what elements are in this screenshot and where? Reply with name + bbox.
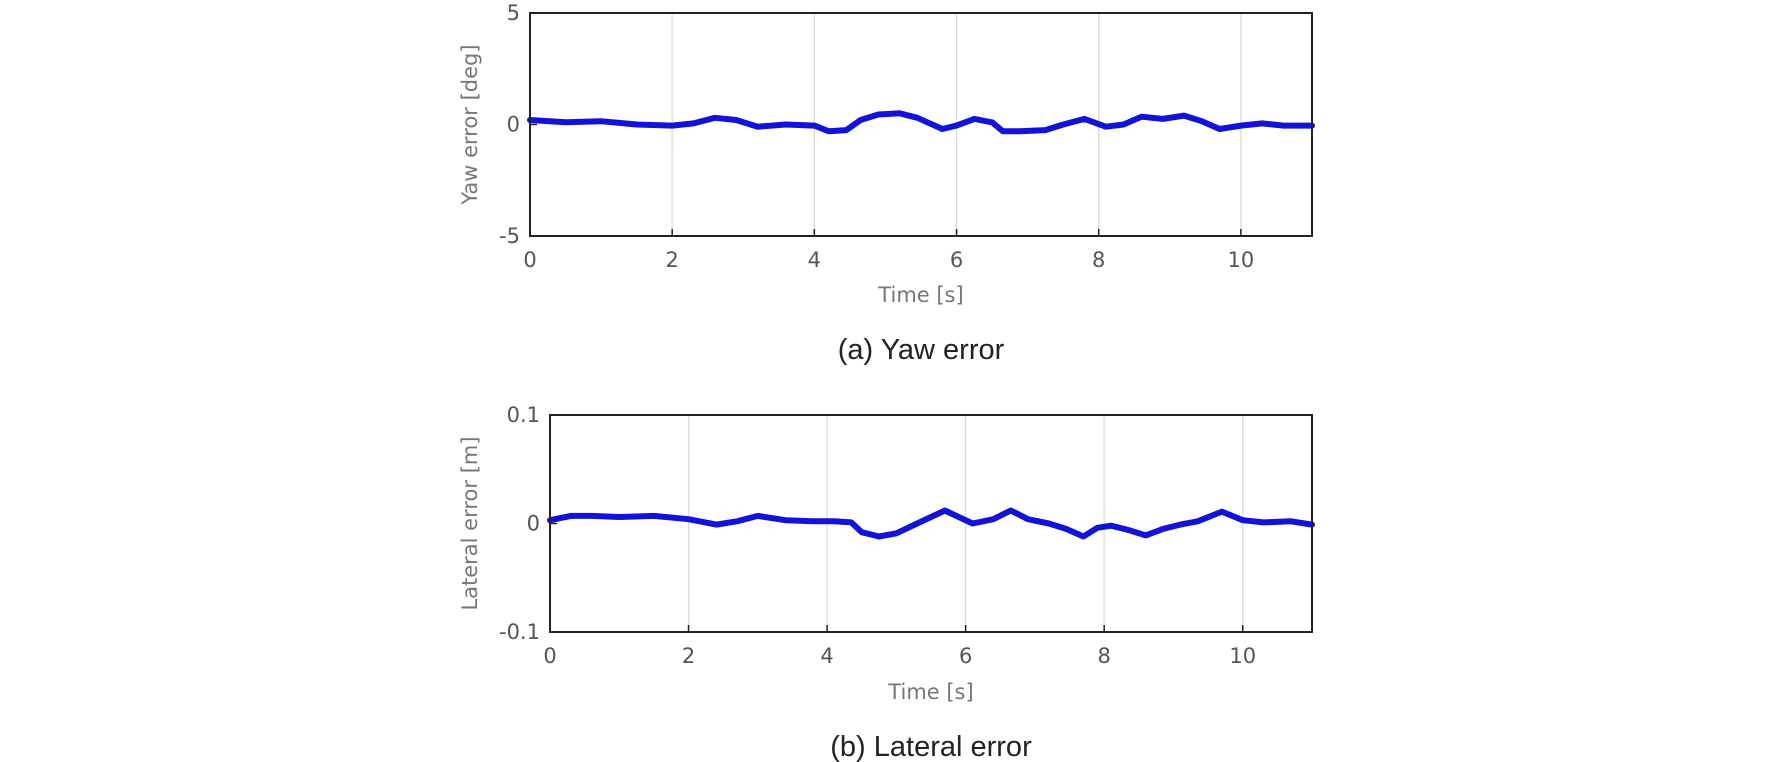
lateral-x-ticks: 0 2 4 6 8 10 bbox=[543, 625, 1256, 668]
yaw-x-tick-label: 8 bbox=[1092, 248, 1105, 272]
yaw-x-tick-label: 2 bbox=[665, 248, 678, 272]
lateral-y-tick-label: -0.1 bbox=[499, 620, 540, 644]
lateral-grid bbox=[687, 415, 1244, 632]
yaw-error-line bbox=[527, 110, 1315, 135]
lateral-y-axis-label: Lateral error [m] bbox=[458, 436, 482, 610]
yaw-y-tick-label: 0 bbox=[507, 113, 520, 137]
yaw-x-tick-label: 10 bbox=[1228, 248, 1255, 272]
lateral-x-tick-label: 6 bbox=[959, 644, 972, 668]
yaw-error-panel: 0 2 4 6 8 10 -505 Time [s] Yaw error [deg] (a… bbox=[458, 1, 1315, 366]
lateral-caption: (b) Lateral error bbox=[830, 731, 1032, 762]
yaw-y-tick-label: -5 bbox=[499, 224, 520, 248]
yaw-x-axis-label: Time [s] bbox=[877, 283, 963, 307]
lateral-x-tick-label: 8 bbox=[1097, 644, 1110, 668]
lateral-error-panel: 0 2 4 6 8 10 -0.100.1 Time [s] Lateral error … bbox=[458, 403, 1315, 762]
lateral-x-tick-label: 10 bbox=[1229, 644, 1256, 668]
lateral-x-tick-label: 2 bbox=[682, 644, 695, 668]
yaw-y-axis-label: Yaw error [deg] bbox=[458, 44, 482, 205]
yaw-x-tick-label: 6 bbox=[950, 248, 963, 272]
lateral-x-tick-label: 0 bbox=[543, 644, 556, 668]
yaw-x-tick-label: 0 bbox=[523, 248, 536, 272]
yaw-x-ticks: 0 2 4 6 8 10 bbox=[523, 229, 1254, 272]
lateral-y-ticks: -0.1 0 0.1 bbox=[499, 403, 557, 644]
yaw-caption: (a) Yaw error bbox=[838, 334, 1005, 366]
lateral-y-tick-label: 0.1 bbox=[507, 403, 540, 427]
lateral-error-line bbox=[547, 507, 1315, 540]
yaw-x-tick-label: 4 bbox=[808, 248, 821, 272]
yaw-y-ticks: -5 0 5 bbox=[499, 1, 537, 248]
yaw-y-tick-label: 5 bbox=[507, 1, 520, 25]
lateral-x-axis-label: Time [s] bbox=[887, 680, 973, 704]
lateral-x-tick-label: 4 bbox=[820, 644, 833, 668]
lateral-y-tick-label: 0 bbox=[527, 512, 540, 536]
